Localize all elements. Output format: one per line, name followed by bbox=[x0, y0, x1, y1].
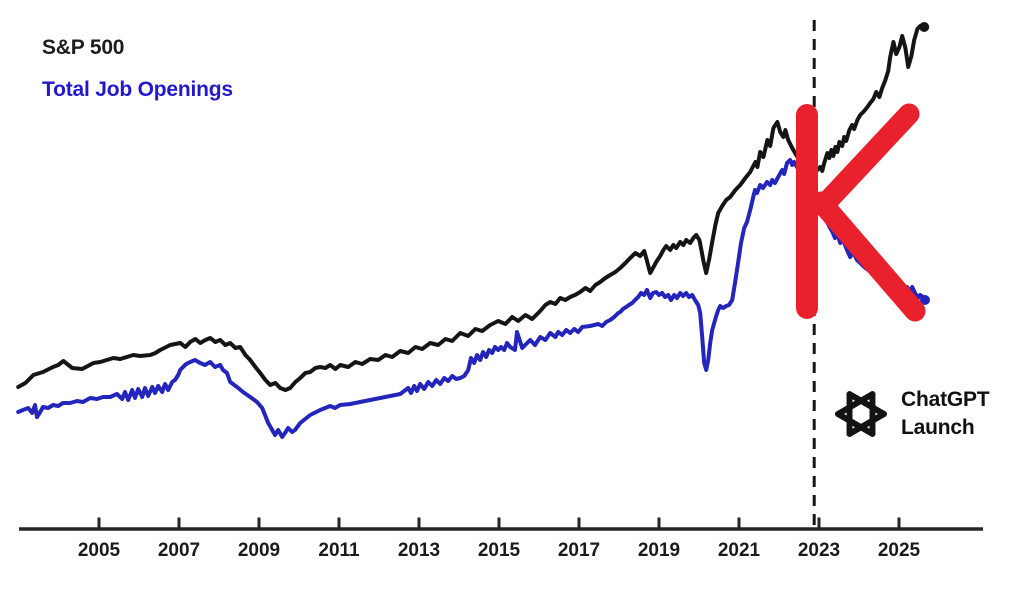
x-axis-tick-label: 2021 bbox=[718, 540, 761, 561]
chatgpt-launch-label: ChatGPT Launch bbox=[901, 386, 990, 442]
legend-sp500-label: S&P 500 bbox=[42, 36, 125, 59]
k-overlay-upper-diagonal bbox=[812, 103, 920, 217]
k-overlay-vertical-bar bbox=[796, 104, 818, 319]
series-end-dot-s-p-500 bbox=[919, 22, 930, 32]
x-axis-tick-label: 2013 bbox=[398, 540, 440, 561]
series-line-s-p-500 bbox=[16, 24, 927, 392]
series-line-total-job-openings bbox=[16, 158, 927, 439]
x-axis-tick-label: 2025 bbox=[878, 540, 921, 561]
chatgpt-launch-annotation: ChatGPT Launch bbox=[834, 386, 990, 442]
x-axis-tick-label: 2009 bbox=[238, 540, 280, 561]
x-axis-tick-label: 2017 bbox=[558, 540, 600, 561]
x-axis-tick-label: 2005 bbox=[78, 540, 121, 561]
legend-job-openings-label: Total Job Openings bbox=[42, 78, 233, 101]
x-axis-tick-label: 2007 bbox=[158, 540, 200, 561]
chatgpt-launch-label-line2: Launch bbox=[901, 416, 975, 439]
x-axis-tick-label: 2019 bbox=[638, 540, 680, 561]
openai-logo-icon bbox=[835, 391, 887, 437]
x-axis-tick-label: 2011 bbox=[318, 540, 360, 561]
legend: S&P 500 Total Job Openings bbox=[42, 36, 233, 102]
x-axis-tick-label: 2023 bbox=[798, 540, 840, 561]
x-axis-tick-label: 2015 bbox=[478, 540, 521, 561]
series-end-dot-total-job-openings bbox=[920, 295, 930, 305]
chatgpt-launch-label-line1: ChatGPT bbox=[901, 388, 990, 411]
k-overlay-lower-diagonal bbox=[810, 191, 926, 322]
